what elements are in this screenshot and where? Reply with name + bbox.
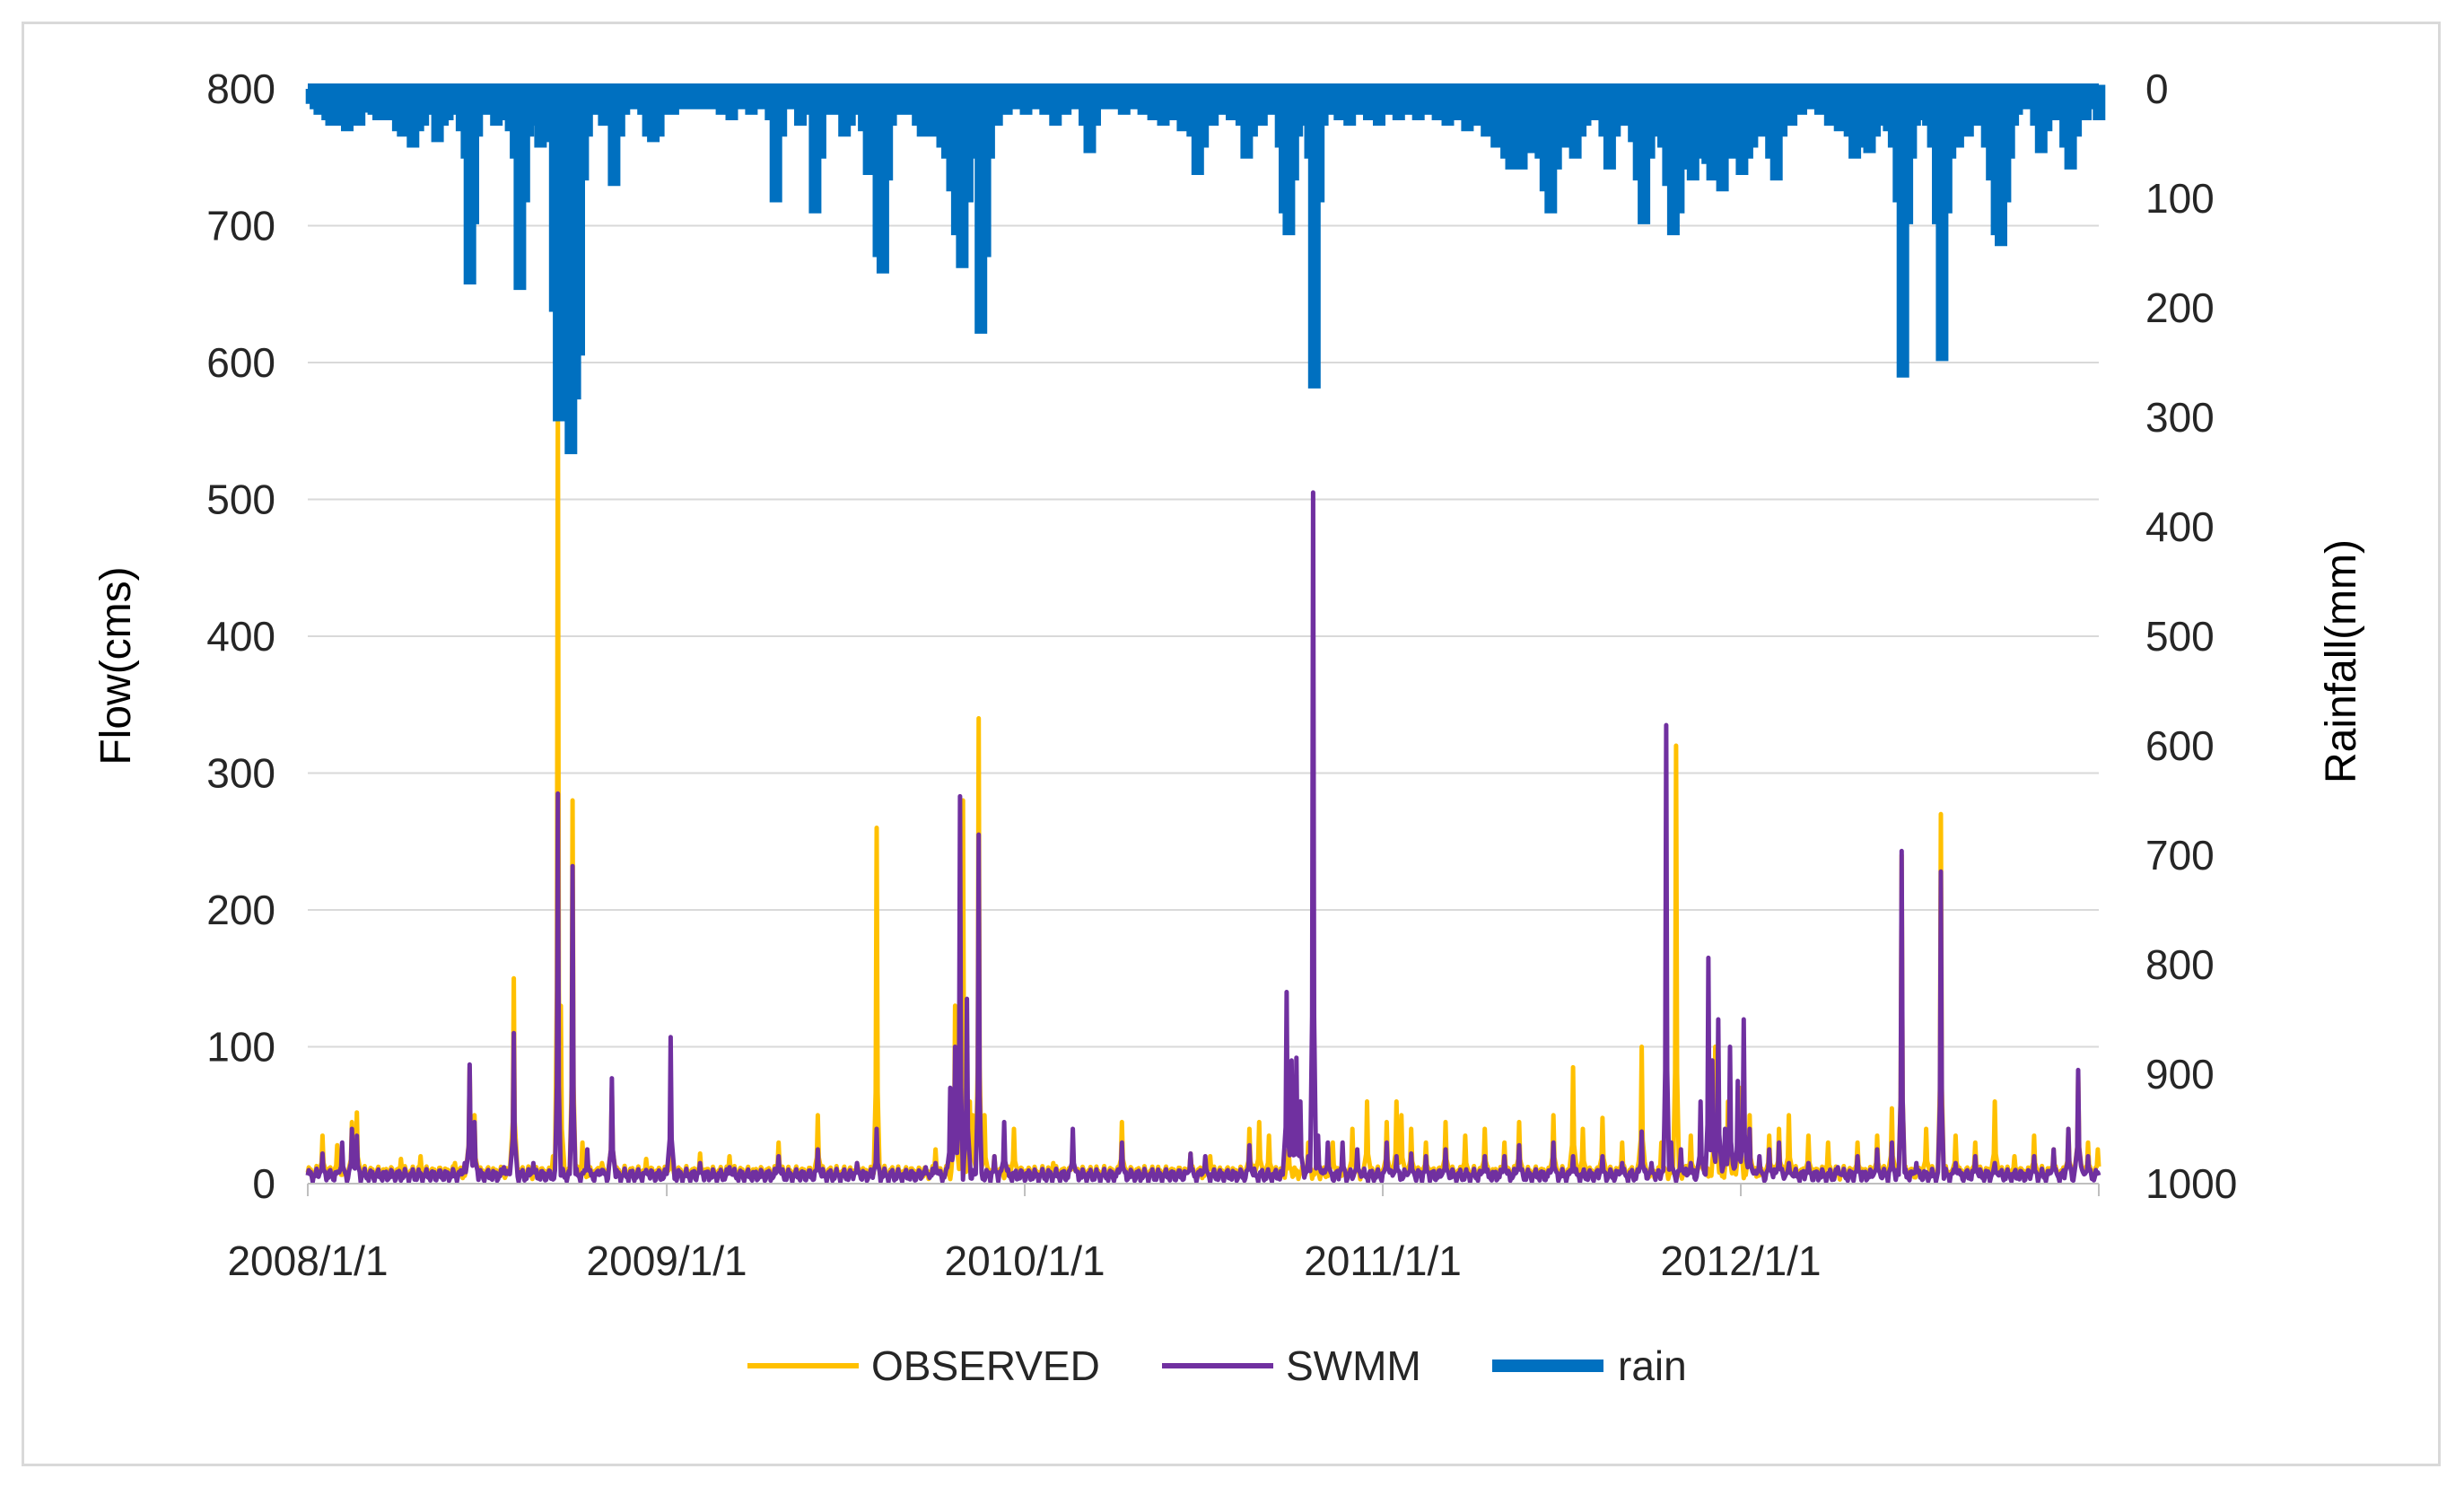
y-right-tick-label: 200: [2145, 284, 2215, 331]
y-left-tick-label: 600: [206, 339, 275, 386]
y-left-axis-ticks: 0 100 200 300 400 500 600 700 800: [206, 66, 275, 1207]
combo-chart: 2008/1/1 2009/1/1 2010/1/1 2011/1/1 2012/1/1…: [92, 66, 2365, 1389]
y-left-tick-label: 400: [206, 613, 275, 660]
y-left-tick-label: 200: [206, 887, 275, 933]
legend-label-swmm: SWMM: [1286, 1342, 1421, 1389]
y-left-tick-label: 800: [206, 66, 275, 112]
x-tick-label: 2009/1/1: [587, 1237, 747, 1284]
y-right-tick-label: 100: [2145, 175, 2215, 222]
x-tick-label: 2012/1/1: [1660, 1237, 1821, 1284]
chart-frame: 2008/1/1 2009/1/1 2010/1/1 2011/1/1 2012/1/1…: [22, 22, 2441, 1466]
y-right-tick-label: 700: [2145, 832, 2215, 879]
y-right-tick-label: 600: [2145, 722, 2215, 769]
y-right-tick-label: 900: [2145, 1051, 2215, 1097]
y-right-tick-label: 800: [2145, 941, 2215, 988]
rain-series: [305, 83, 2106, 455]
y-left-tick-label: 500: [206, 476, 275, 523]
x-tick-label: 2008/1/1: [227, 1237, 388, 1284]
y-right-tick-label: 0: [2145, 66, 2169, 112]
observed-line: [305, 388, 2101, 1182]
x-tick-label: 2010/1/1: [945, 1237, 1105, 1284]
observed-series: [305, 388, 2101, 1182]
y-right-axis-ticks: 0 100 200 300 400 500 600 700 800 900 1000: [2145, 66, 2237, 1207]
swmm-series: [305, 490, 2101, 1185]
legend-label-rain: rain: [1618, 1342, 1687, 1389]
y-right-tick-label: 1000: [2145, 1160, 2237, 1207]
y-right-axis-title: Rainfall(mm): [2318, 539, 2365, 783]
y-left-tick-label: 0: [252, 1160, 275, 1207]
legend-item-observed: OBSERVED: [747, 1342, 1100, 1389]
y-right-tick-label: 500: [2145, 613, 2215, 660]
legend-item-rain: rain: [1492, 1342, 1687, 1389]
swmm-line: [305, 490, 2101, 1185]
y-left-axis-title: Flow(cms): [92, 566, 140, 765]
x-axis-ticks: 2008/1/1 2009/1/1 2010/1/1 2011/1/1 2012/1/1: [227, 1184, 2100, 1284]
y-left-tick-label: 700: [206, 203, 275, 249]
legend: OBSERVED SWMM rain: [747, 1342, 1687, 1389]
legend-item-swmm: SWMM: [1162, 1342, 1421, 1389]
y-right-tick-label: 300: [2145, 394, 2215, 441]
legend-label-observed: OBSERVED: [871, 1342, 1100, 1389]
y-right-tick-label: 400: [2145, 503, 2215, 550]
y-left-tick-label: 300: [206, 750, 275, 797]
y-left-tick-label: 100: [206, 1024, 275, 1071]
x-tick-label: 2011/1/1: [1304, 1237, 1462, 1284]
rain-line: [305, 84, 2106, 455]
gridlines: [308, 88, 2099, 1048]
